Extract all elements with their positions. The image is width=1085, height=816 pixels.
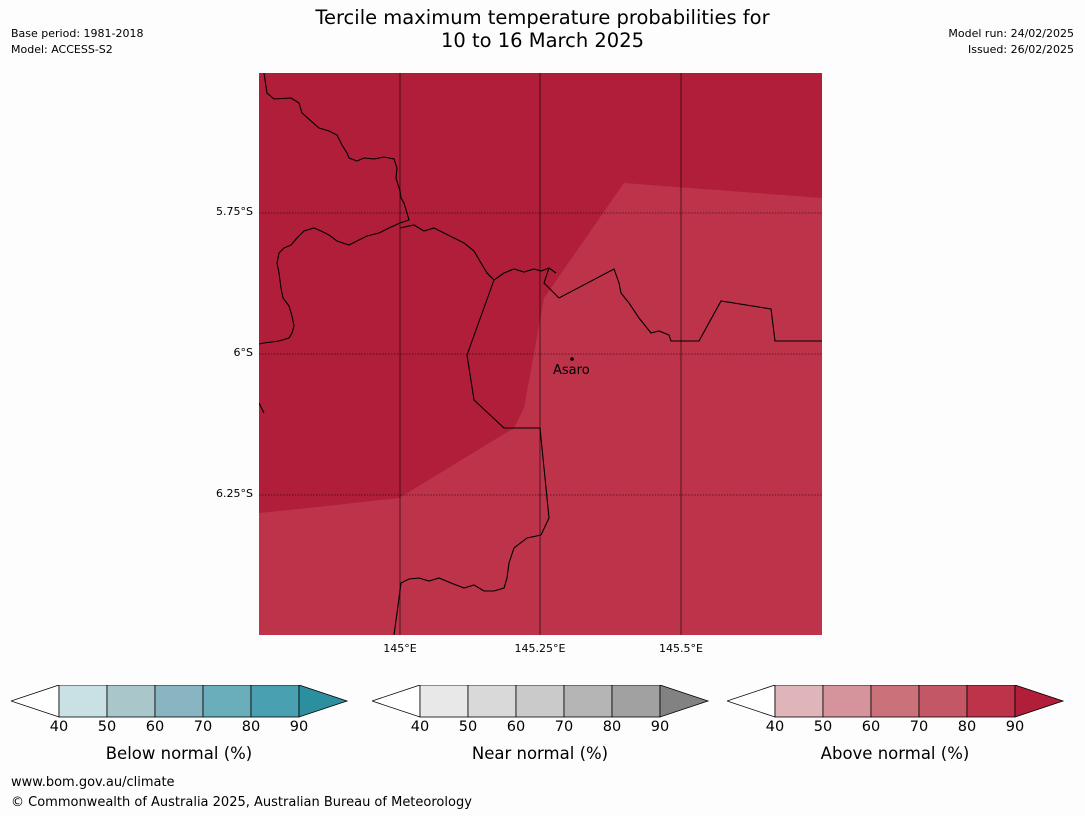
below-normal-tick-label: 50 [97,719,117,735]
near-normal-colorbar [372,685,710,718]
near-normal-tick-label: 40 [410,719,430,735]
near-normal-segment [419,685,469,718]
below-normal-tick-label: 70 [193,719,213,735]
below-normal-tick-label: 80 [241,719,261,735]
meta-right: Model run: 24/02/2025 Issued: 26/02/2025 [948,26,1074,58]
footer-url: www.bom.gov.au/climate [11,775,175,790]
below-normal-segment [202,685,252,718]
below-normal-tick-label: 40 [49,719,69,735]
title-line-2: 10 to 16 March 2025 [440,29,645,52]
near-normal-tick-label: 90 [650,719,670,735]
border-north-west [259,73,410,345]
above-normal-tick-label: 50 [813,719,833,735]
model-name: Model: ACCESS-S2 [11,43,113,56]
title-line-1: Tercile maximum temperature probabilitie… [315,6,770,29]
above-normal-tick-label: 60 [861,719,881,735]
near-normal-tick-label: 60 [506,719,526,735]
near-normal-segment [515,685,565,718]
lon-label-145: 145°E [383,642,417,655]
border-central-north [399,224,557,281]
above-normal-over-arrow [1014,685,1065,718]
above-normal-segment [822,685,872,718]
map: Asaro [259,73,822,635]
below-normal-colorbar-label: Below normal (%) [105,744,253,763]
near-normal-segment [611,685,661,718]
below-normal-segment [154,685,204,718]
above-normal-segment [774,685,824,718]
model-run: Model run: 24/02/2025 [948,27,1074,40]
below-normal-segment [250,685,300,718]
above-normal-tick-label: 80 [957,719,977,735]
above-normal-segment [966,685,1016,718]
near-normal-colorbar-label: Near normal (%) [471,744,609,763]
below-normal-tick-label: 60 [145,719,165,735]
above-normal-segment [918,685,968,718]
asaro-marker [570,357,574,361]
chart-title: Tercile maximum temperature probabilitie… [0,6,1085,52]
near-normal-tick-label: 70 [554,719,574,735]
above-normal-colorbar [727,685,1065,718]
footer-copyright: © Commonwealth of Australia 2025, Austra… [11,795,472,810]
near-normal-tick-label: 50 [458,719,478,735]
meta-left: Base period: 1981-2018 Model: ACCESS-S2 [11,26,143,58]
issued-date: Issued: 26/02/2025 [967,43,1074,56]
above-normal-colorbar-label: Above normal (%) [820,744,970,763]
near-normal-segment [563,685,613,718]
map-svg [259,73,822,635]
province-borders [259,73,822,635]
below-normal-over-arrow [298,685,349,718]
border-south-central [393,279,550,635]
lon-label-145-25: 145.25°E [514,642,566,655]
below-normal-segment [58,685,108,718]
above-normal-tick-label: 70 [909,719,929,735]
graticule [259,73,822,635]
lon-label-145-5: 145.5°E [659,642,703,655]
above-normal-under-arrow [727,685,776,718]
asaro-label: Asaro [553,363,590,378]
border-west-fragment [259,402,265,414]
below-normal-segment [106,685,156,718]
below-normal-tick-label: 90 [289,719,309,735]
below-normal-under-arrow [11,685,60,718]
below-normal-colorbar [11,685,349,718]
near-normal-over-arrow [659,685,710,718]
lat-label-5-75: 5.75°S [216,205,253,218]
near-normal-tick-label: 80 [602,719,622,735]
above-normal-segment [870,685,920,718]
above-normal-tick-label: 40 [765,719,785,735]
border-east [543,267,822,342]
lat-label-6: 6°S [233,346,253,359]
above-normal-tick-label: 90 [1005,719,1025,735]
base-period: Base period: 1981-2018 [11,27,144,40]
lat-label-6-25: 6.25°S [216,487,253,500]
near-normal-segment [467,685,517,718]
near-normal-under-arrow [372,685,421,718]
